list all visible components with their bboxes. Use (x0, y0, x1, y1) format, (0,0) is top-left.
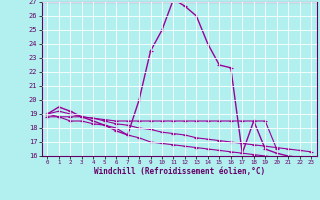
X-axis label: Windchill (Refroidissement éolien,°C): Windchill (Refroidissement éolien,°C) (94, 167, 265, 176)
